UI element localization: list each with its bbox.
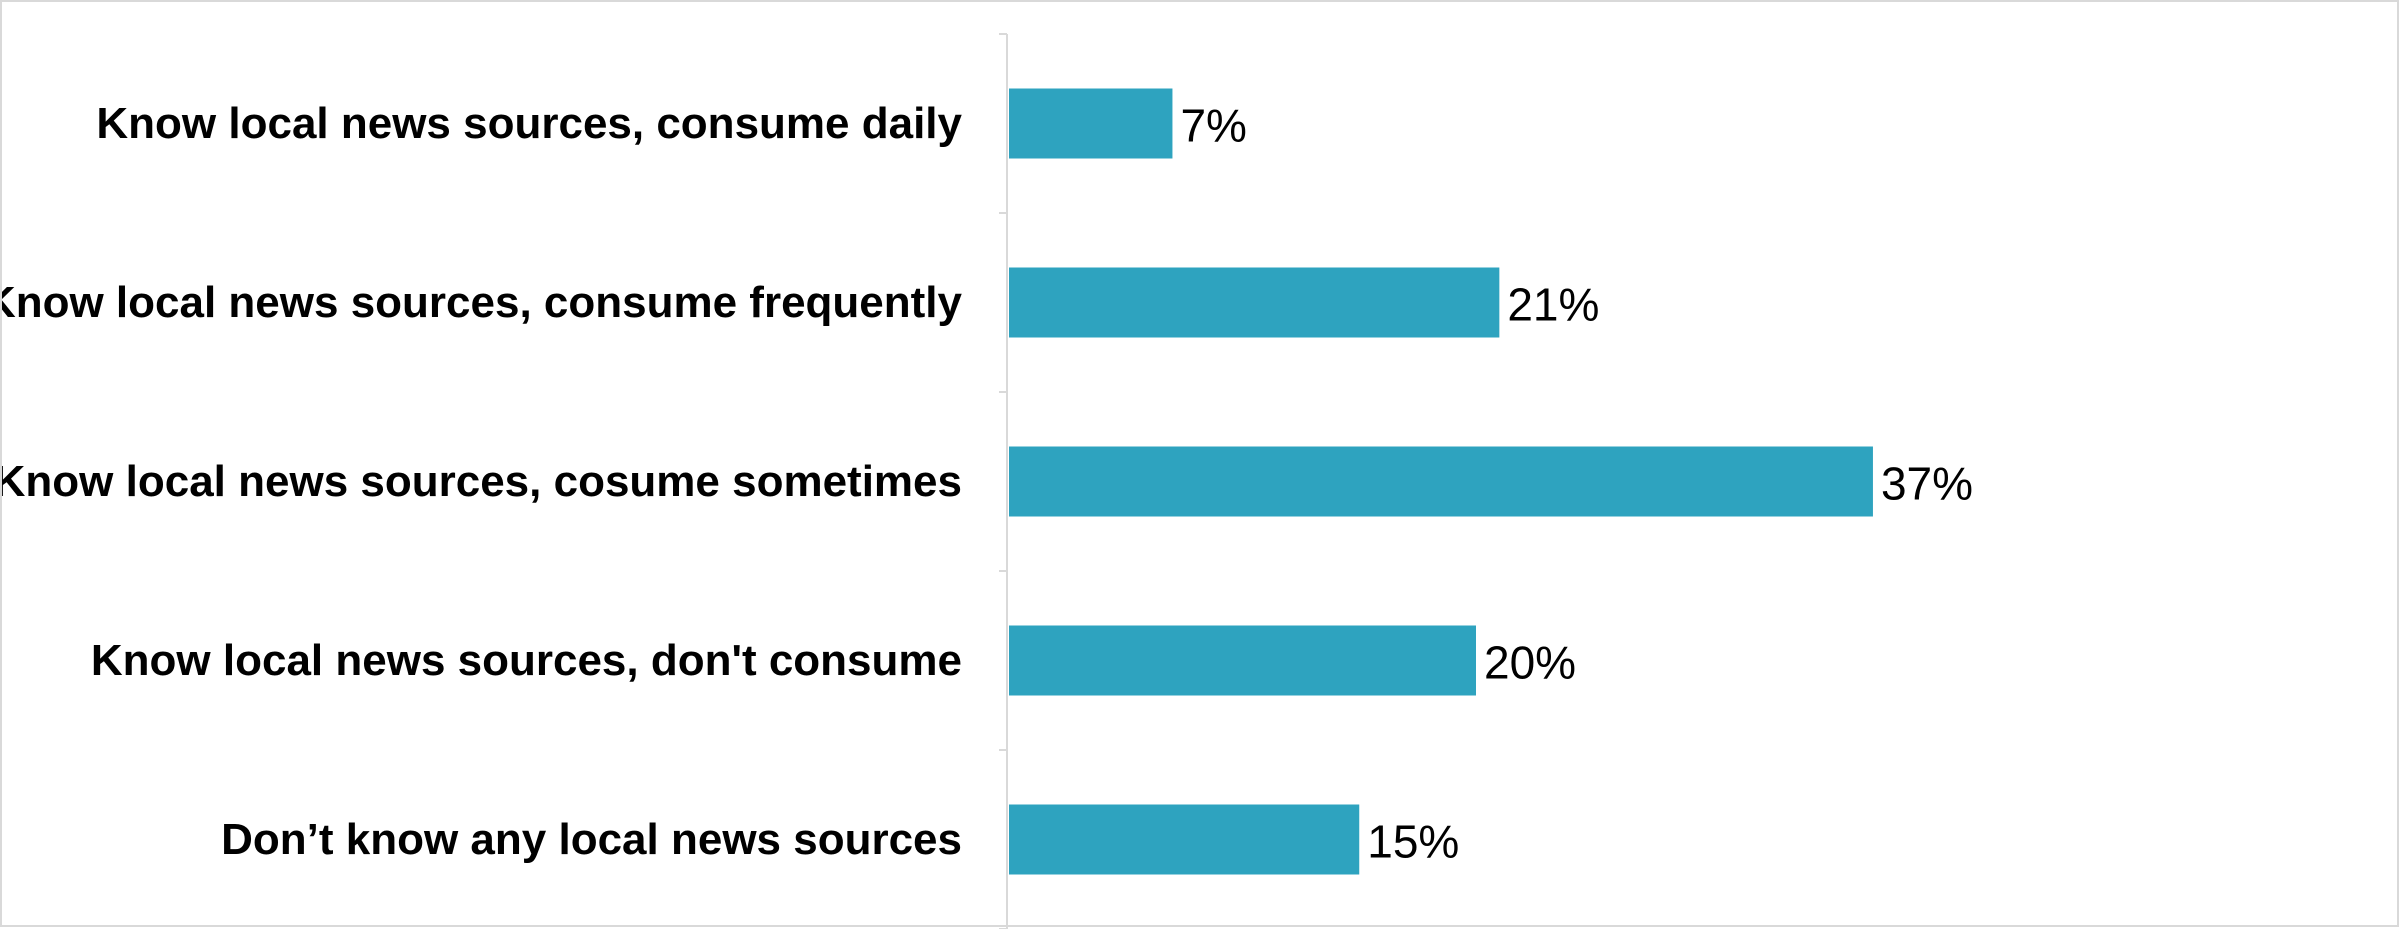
category-labels: Know local news sources, consume daily Kn…	[2, 99, 963, 864]
category-axis	[999, 33, 1008, 929]
value-labels: 7% 21% 37% 20% 15%	[1180, 100, 1973, 868]
bar	[1009, 88, 1173, 159]
value-label: 7%	[1180, 100, 1246, 152]
value-label: 15%	[1367, 816, 1459, 868]
bar	[1009, 267, 1500, 338]
value-label: 20%	[1484, 637, 1576, 689]
value-label: 21%	[1507, 279, 1599, 331]
bar	[1009, 804, 1360, 875]
value-label: 37%	[1881, 458, 1973, 510]
bar	[1009, 625, 1476, 696]
category-label: Don’t know any local news sources	[221, 815, 962, 864]
bar	[1009, 446, 1873, 517]
category-label: Know local news sources, consume frequen…	[2, 278, 963, 327]
category-label: Know local news sources, cosume sometime…	[2, 457, 962, 506]
bars	[1009, 88, 1873, 875]
category-label: Know local news sources, consume daily	[96, 99, 962, 148]
category-label: Know local news sources, don't consume	[91, 636, 962, 685]
